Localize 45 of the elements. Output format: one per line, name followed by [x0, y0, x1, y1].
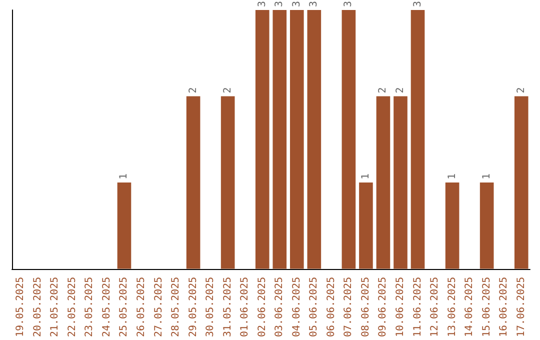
x-tick-label: 13.06.2025: [446, 276, 458, 338]
data-label: 2: [188, 87, 199, 94]
data-label: 3: [412, 0, 424, 7]
data-label: 3: [343, 0, 354, 7]
x-tick-label: 29.05.2025: [188, 276, 199, 338]
x-tick-label: 06.06.2025: [326, 276, 337, 338]
x-tick-label: 07.06.2025: [343, 276, 354, 338]
data-label: 2: [516, 87, 527, 94]
x-tick-label: 05.06.2025: [308, 276, 320, 338]
x-tick-label: 28.05.2025: [170, 276, 182, 338]
x-tick-label: 04.06.2025: [291, 276, 302, 338]
x-tick-label: 12.06.2025: [430, 276, 441, 338]
x-tick-label: 14.06.2025: [464, 276, 476, 338]
data-label: 1: [481, 174, 492, 180]
x-tick-label: 30.05.2025: [205, 276, 216, 338]
data-label: 2: [222, 87, 234, 94]
data-label: 1: [360, 174, 372, 180]
x-tick-label: 25.05.2025: [118, 276, 130, 338]
x-tick-label: 31.05.2025: [222, 276, 234, 338]
x-tick-label: 21.05.2025: [50, 276, 61, 338]
x-tick-label: 10.06.2025: [395, 276, 406, 338]
data-label: 3: [291, 0, 302, 7]
x-tick-label: 03.06.2025: [274, 276, 286, 338]
x-tick-label: 02.06.2025: [256, 276, 268, 338]
data-label: 2: [395, 87, 406, 94]
x-tick-label: 20.05.2025: [32, 276, 44, 338]
x-tick-label: 22.05.2025: [66, 276, 78, 338]
data-label: 1: [446, 174, 458, 180]
x-tick-label: 23.05.2025: [84, 276, 96, 338]
x-tick-label: 19.05.2025: [15, 276, 26, 338]
x-tick-label: 15.06.2025: [481, 276, 492, 338]
data-label: 3: [274, 0, 286, 7]
data-label: 1: [118, 174, 130, 180]
x-tick-label: 26.05.2025: [136, 276, 147, 338]
data-label: 2: [378, 87, 389, 94]
x-tick-label: 27.05.2025: [153, 276, 164, 338]
x-tick-label: 17.06.2025: [516, 276, 527, 338]
data-label: 3: [256, 0, 268, 7]
x-tick-label: 09.06.2025: [378, 276, 389, 338]
x-tick-label: 01.06.2025: [240, 276, 251, 338]
x-tick-label: 11.06.2025: [412, 276, 424, 338]
x-tick-label: 24.05.2025: [101, 276, 112, 338]
x-tick-label: 08.06.2025: [360, 276, 372, 338]
x-tick-label: 16.06.2025: [498, 276, 510, 338]
data-label: 3: [308, 0, 320, 7]
